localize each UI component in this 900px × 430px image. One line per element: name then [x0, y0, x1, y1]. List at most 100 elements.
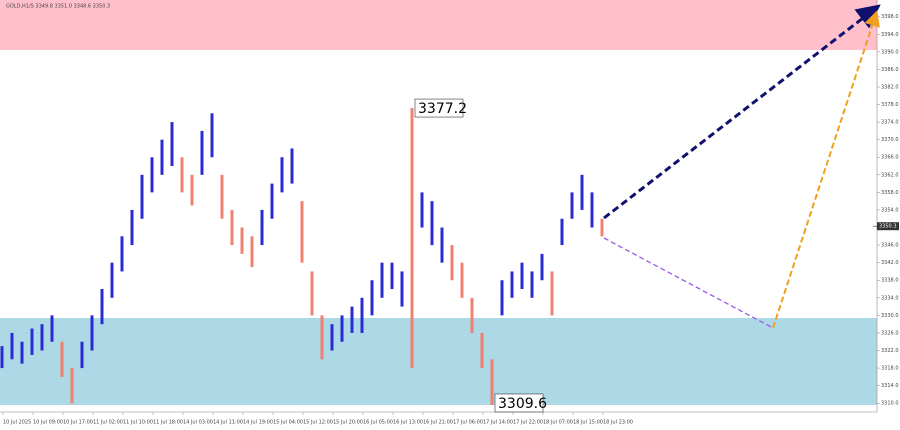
price-bar — [400, 271, 404, 307]
price-bar — [550, 271, 554, 316]
y-tick-label: 3394.0 — [881, 32, 899, 38]
callout-box — [494, 393, 544, 413]
price-bar — [220, 174, 224, 219]
extreme-label: 3377.2 — [418, 101, 467, 117]
price-bar — [290, 148, 294, 184]
last-price-label: 3350.3 — [879, 224, 897, 230]
x-tick-label: 17 Jul 06:00 — [453, 420, 483, 426]
price-bar — [490, 359, 494, 405]
price-bar — [120, 236, 124, 272]
y-tick-label: 3342.0 — [881, 260, 899, 266]
price-bar — [230, 209, 234, 246]
price-bar — [430, 201, 434, 246]
x-tick-label: 11 Jul 10:00 — [123, 420, 153, 426]
price-bar — [90, 315, 94, 351]
y-tick-label: 3346.0 — [881, 243, 899, 249]
price-bar — [110, 262, 114, 298]
price-bar — [510, 271, 514, 298]
y-tick-label: 3362.0 — [881, 172, 899, 178]
price-bar — [560, 218, 564, 246]
x-tick-label: 15 Jul 12:00 — [303, 420, 333, 426]
y-tick-label: 3322.0 — [881, 348, 899, 354]
y-tick-label: 3330.0 — [881, 313, 899, 319]
x-tick-label: 14 Jul 03:00 — [183, 420, 213, 426]
y-tick-label: 3378.0 — [881, 102, 899, 108]
price-bar — [370, 280, 374, 316]
zone — [0, 0, 877, 51]
price-bar — [420, 192, 424, 228]
x-tick-label: 18 Jul 07:00 — [543, 420, 573, 426]
forecast-main — [603, 4, 881, 220]
x-tick-label: 17 Jul 14:00 — [483, 420, 513, 426]
x-tick-label: 16 Jul 21:00 — [423, 420, 453, 426]
x-tick-label: 16 Jul 13:00 — [393, 420, 423, 426]
zones — [0, 0, 877, 405]
callout-box — [414, 98, 464, 118]
price-bar — [330, 324, 334, 351]
y-tick-label: 3354.0 — [881, 207, 899, 213]
price-bar — [350, 306, 354, 333]
price-bar — [40, 324, 44, 351]
price-bar — [0, 346, 4, 369]
price-bar — [140, 174, 144, 219]
price-bar — [70, 368, 74, 404]
y-tick-label: 3334.0 — [881, 295, 899, 301]
y-tick-label: 3358.0 — [881, 190, 899, 196]
x-tick-label: 11 Jul 02:00 — [93, 420, 123, 426]
price-bar — [390, 262, 394, 290]
price-bar — [210, 113, 214, 158]
labels: 3310.0 3314.0 3318.0 3322.0 3326.0 3330.0 3334… — [3, 14, 899, 426]
y-tick-label: 3310.0 — [881, 401, 899, 407]
price-bar — [590, 192, 594, 228]
x-tick-label: 10 Jul 2025 — [3, 420, 31, 426]
price-bar — [260, 209, 264, 246]
x-tick-label: 10 Jul 09:00 — [33, 420, 63, 426]
price-bar — [320, 315, 324, 360]
y-tick-label: 3314.0 — [881, 383, 899, 389]
y-tick-label: 3326.0 — [881, 330, 899, 336]
y-tick-label: 3370.0 — [881, 137, 899, 143]
price-bar — [470, 297, 474, 333]
price-bar — [190, 174, 194, 206]
price-bar — [520, 262, 524, 290]
price-bar — [60, 341, 64, 377]
price-bar — [170, 122, 174, 167]
x-tick-label: 17 Jul 22:00 — [513, 420, 543, 426]
price-bar — [570, 192, 574, 219]
x-tick-label: 11 Jul 18:00 — [153, 420, 183, 426]
symbol-header: GOLD,H1/S 3349.8 3351.0 3348.6 3350.3 — [6, 4, 110, 10]
y-tick-label: 3374.0 — [881, 120, 899, 126]
zone — [0, 318, 877, 405]
price-bar — [280, 157, 284, 193]
x-tick-label: 15 Jul 04:00 — [273, 420, 303, 426]
bars — [0, 108, 604, 405]
price-bar — [540, 253, 544, 281]
price-bar — [530, 271, 534, 298]
y-tick-label: 3382.0 — [881, 84, 899, 90]
y-tick-label: 3338.0 — [881, 278, 899, 284]
y-tick-label: 3318.0 — [881, 366, 899, 372]
price-bar — [310, 271, 314, 316]
x-tick-label: 10 Jul 17:00 — [63, 420, 93, 426]
price-bar — [250, 236, 254, 268]
x-tick-label: 16 Jul 05:00 — [363, 420, 393, 426]
price-bar — [100, 289, 104, 325]
forecast-rise — [772, 10, 880, 329]
price-bar — [480, 332, 484, 369]
y-tick-label: 3398.0 — [881, 14, 899, 20]
price-bar — [270, 183, 274, 219]
price-bar — [440, 227, 444, 263]
price-bar — [500, 280, 504, 316]
price-bar — [380, 262, 384, 298]
y-tick-label: 3366.0 — [881, 155, 899, 161]
price-bar — [340, 315, 344, 342]
price-bar — [200, 130, 204, 175]
price-bar — [410, 108, 414, 369]
price-bar — [450, 245, 454, 281]
extreme-label: 3309.6 — [498, 396, 547, 412]
x-tick-label: 15 Jul 20:00 — [333, 420, 363, 426]
price-bar — [50, 315, 54, 342]
last-price-box — [877, 222, 899, 231]
price-bar — [600, 218, 604, 237]
